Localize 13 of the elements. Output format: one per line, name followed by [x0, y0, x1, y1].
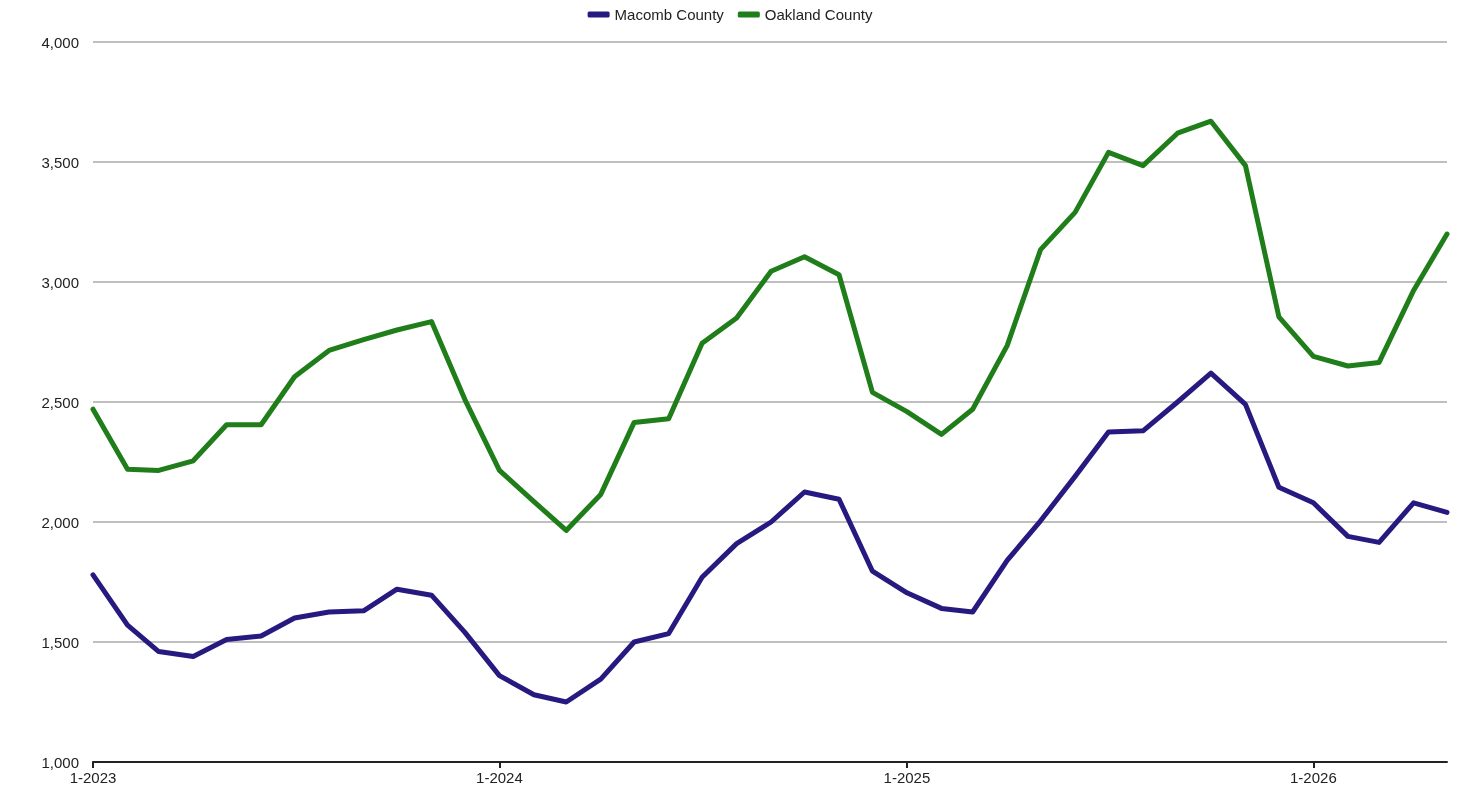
x-tick-label: 1-2025	[883, 769, 931, 786]
y-tick-label: 1,000	[41, 753, 79, 771]
y-tick-label: 2,500	[41, 393, 79, 411]
y-tick-label: 4,000	[41, 33, 79, 51]
x-tick-label: 1-2026	[1290, 769, 1337, 786]
x-tick-label: 1-2024	[476, 769, 523, 786]
y-tick-label: 2,000	[41, 513, 79, 531]
legend-label: Macomb County	[614, 6, 725, 23]
y-tick-label: 1,500	[41, 633, 79, 651]
legend-label: Oakland County	[764, 6, 873, 23]
x-tick-label: 1-2023	[69, 769, 117, 786]
y-tick-label: 3,500	[41, 153, 79, 171]
y-tick-label: 3,000	[41, 273, 79, 291]
